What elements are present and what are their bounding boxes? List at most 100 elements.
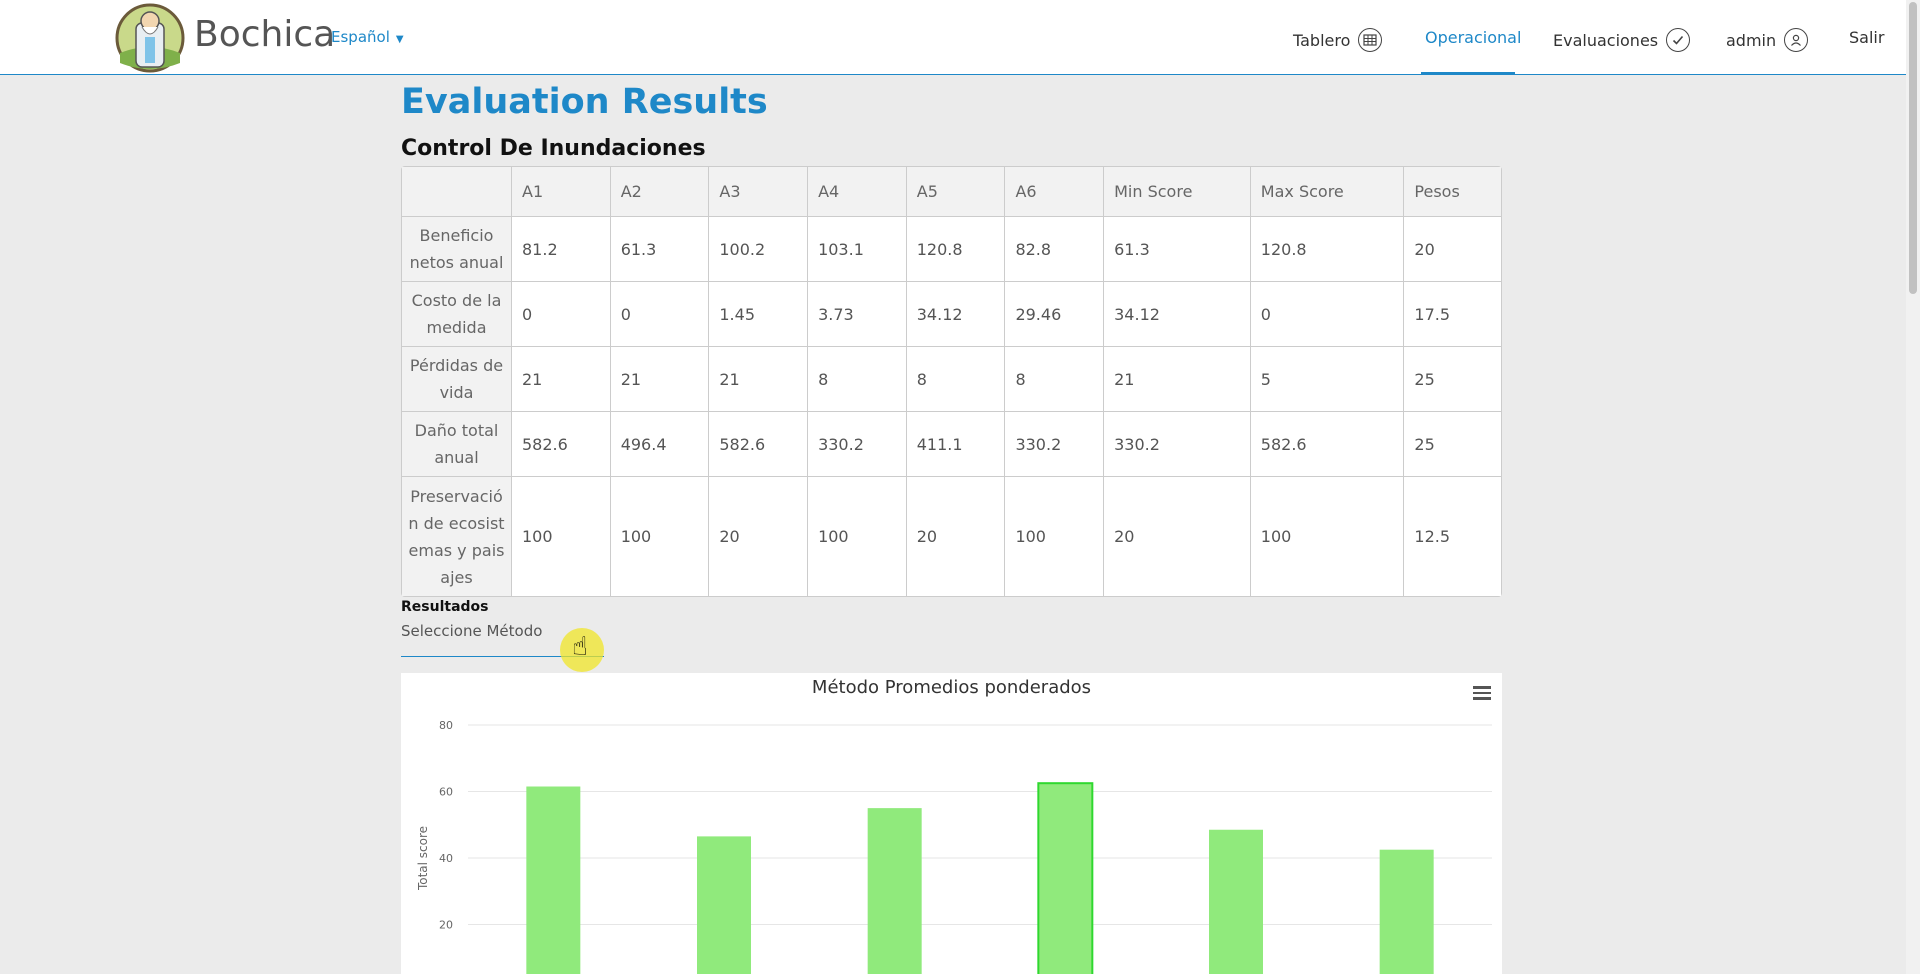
row-label: Daño total anual [402,412,512,477]
table-cell: 100.2 [709,217,809,282]
table-row: Costo de la medida 0 0 1.45 3.73 34.12 2… [402,282,1501,347]
nav-admin[interactable]: admin [1726,28,1809,52]
table-cell: 496.4 [610,412,710,477]
table-cell: 8 [1005,347,1105,412]
table-header-cell: A5 [906,167,1006,217]
table-cell: 330.2 [1104,412,1251,477]
hand-pointer-icon: ☝ [572,632,588,662]
method-select-placeholder: Seleccione Método [401,622,543,640]
table-row: Preservación de ecosistemas y paisajes 1… [402,477,1501,596]
table-header-cell: A2 [610,167,710,217]
table-cell: 120.8 [906,217,1006,282]
language-label: Español [331,28,390,46]
y-tick-label: 80 [439,719,453,732]
table-cell: 330.2 [808,412,907,477]
chart-title: Método Promedios ponderados [811,677,1092,698]
nav-tablero[interactable]: Tablero [1293,28,1383,52]
page-scrollbar[interactable] [1906,0,1920,974]
table-cell: 20 [906,477,1006,596]
table-row: Beneficio netos anual 81.2 61.3 100.2 10… [402,217,1501,282]
row-label: Beneficio netos anual [402,217,512,282]
table-cell: 0 [610,282,710,347]
y-tick-label: 60 [439,786,453,799]
table-cell: 100 [1005,477,1105,596]
bar [526,786,581,974]
table-cell: 12.5 [1404,477,1501,596]
table-cell: 582.6 [1250,412,1405,477]
table-cell: 100 [610,477,710,596]
cursor-highlight [560,628,604,672]
table-header-cell: A3 [709,167,809,217]
bar [1209,829,1263,974]
table-cell: 5 [1250,347,1405,412]
bochica-logo[interactable] [114,3,186,73]
table-cell: 411.1 [906,412,1006,477]
y-axis-label: Total score [416,826,430,891]
table-row: Daño total anual 582.6 496.4 582.6 330.2… [402,412,1501,477]
top-navbar: Bochica Español ▼ Tablero Operacional Eva… [0,0,1906,75]
table-icon [1358,28,1383,52]
table-cell: 100 [808,477,907,596]
table-cell: 21 [709,347,809,412]
table-cell: 0 [512,282,611,347]
table-cell: 21 [1104,347,1251,412]
table-cell: 0 [1250,282,1405,347]
page-title: Evaluation Results [401,82,768,122]
table-header-cell [402,167,512,217]
nav-salir-label: Salir [1849,28,1885,47]
table-cell: 82.8 [1005,217,1105,282]
row-label: Costo de la medida [402,282,512,347]
table-cell: 61.3 [610,217,710,282]
table-cell: 81.2 [512,217,611,282]
results-chart: 20 40 60 80 Total score Método Promedios pon… [401,673,1502,974]
table-cell: 582.6 [512,412,611,477]
table-row: Pérdidas de vida 21 21 21 8 8 8 21 5 25 [402,347,1501,412]
bar [1037,782,1094,974]
table-cell: 3.73 [808,282,907,347]
user-icon [1784,28,1809,52]
table-cell: 120.8 [1250,217,1405,282]
table-cell: 21 [610,347,710,412]
table-cell: 34.12 [906,282,1006,347]
active-nav-indicator [1421,72,1515,75]
bar [1379,849,1434,974]
table-cell: 100 [512,477,611,596]
row-label: Preservación de ecosistemas y paisajes [402,477,512,596]
table-cell: 20 [709,477,809,596]
table-header-cell: Max Score [1250,167,1405,217]
table-cell: 20 [1404,217,1501,282]
nav-admin-label: admin [1726,30,1777,50]
table-header-row: A1 A2 A3 A4 A5 A6 Min Score Max Score Pe… [402,167,1501,217]
table-header-cell: Pesos [1404,167,1501,217]
table-cell: 25 [1404,347,1501,412]
table-cell: 330.2 [1005,412,1105,477]
table-cell: 100 [1250,477,1405,596]
table-cell: 17.5 [1404,282,1501,347]
method-select[interactable]: Seleccione Método [401,622,604,657]
table-header-cell: A6 [1005,167,1105,217]
bar [697,836,751,974]
nav-tablero-label: Tablero [1293,30,1351,50]
y-tick-label: 40 [439,852,453,865]
table-cell: 61.3 [1104,217,1251,282]
table-cell: 21 [512,347,611,412]
nav-operacional-label: Operacional [1425,28,1522,47]
table-cell: 25 [1404,412,1501,477]
chart-menu-icon[interactable] [1472,683,1492,703]
table-cell: 34.12 [1104,282,1251,347]
section-title: Control De Inundaciones [401,136,706,161]
table-cell: 29.46 [1005,282,1105,347]
table-cell: 1.45 [709,282,809,347]
table-cell: 103.1 [808,217,907,282]
table-cell: 582.6 [709,412,809,477]
check-circle-icon [1666,28,1691,52]
table-header-cell: A4 [808,167,907,217]
row-label: Pérdidas de vida [402,347,512,412]
nav-salir[interactable]: Salir [1849,28,1884,47]
nav-evaluaciones[interactable]: Evaluaciones [1553,28,1691,52]
scrollbar-thumb[interactable] [1909,2,1917,294]
caret-down-icon: ▼ [395,34,404,45]
y-tick-label: 20 [439,919,453,932]
nav-operacional[interactable]: Operacional [1425,28,1521,47]
language-selector[interactable]: Español ▼ [331,28,404,46]
